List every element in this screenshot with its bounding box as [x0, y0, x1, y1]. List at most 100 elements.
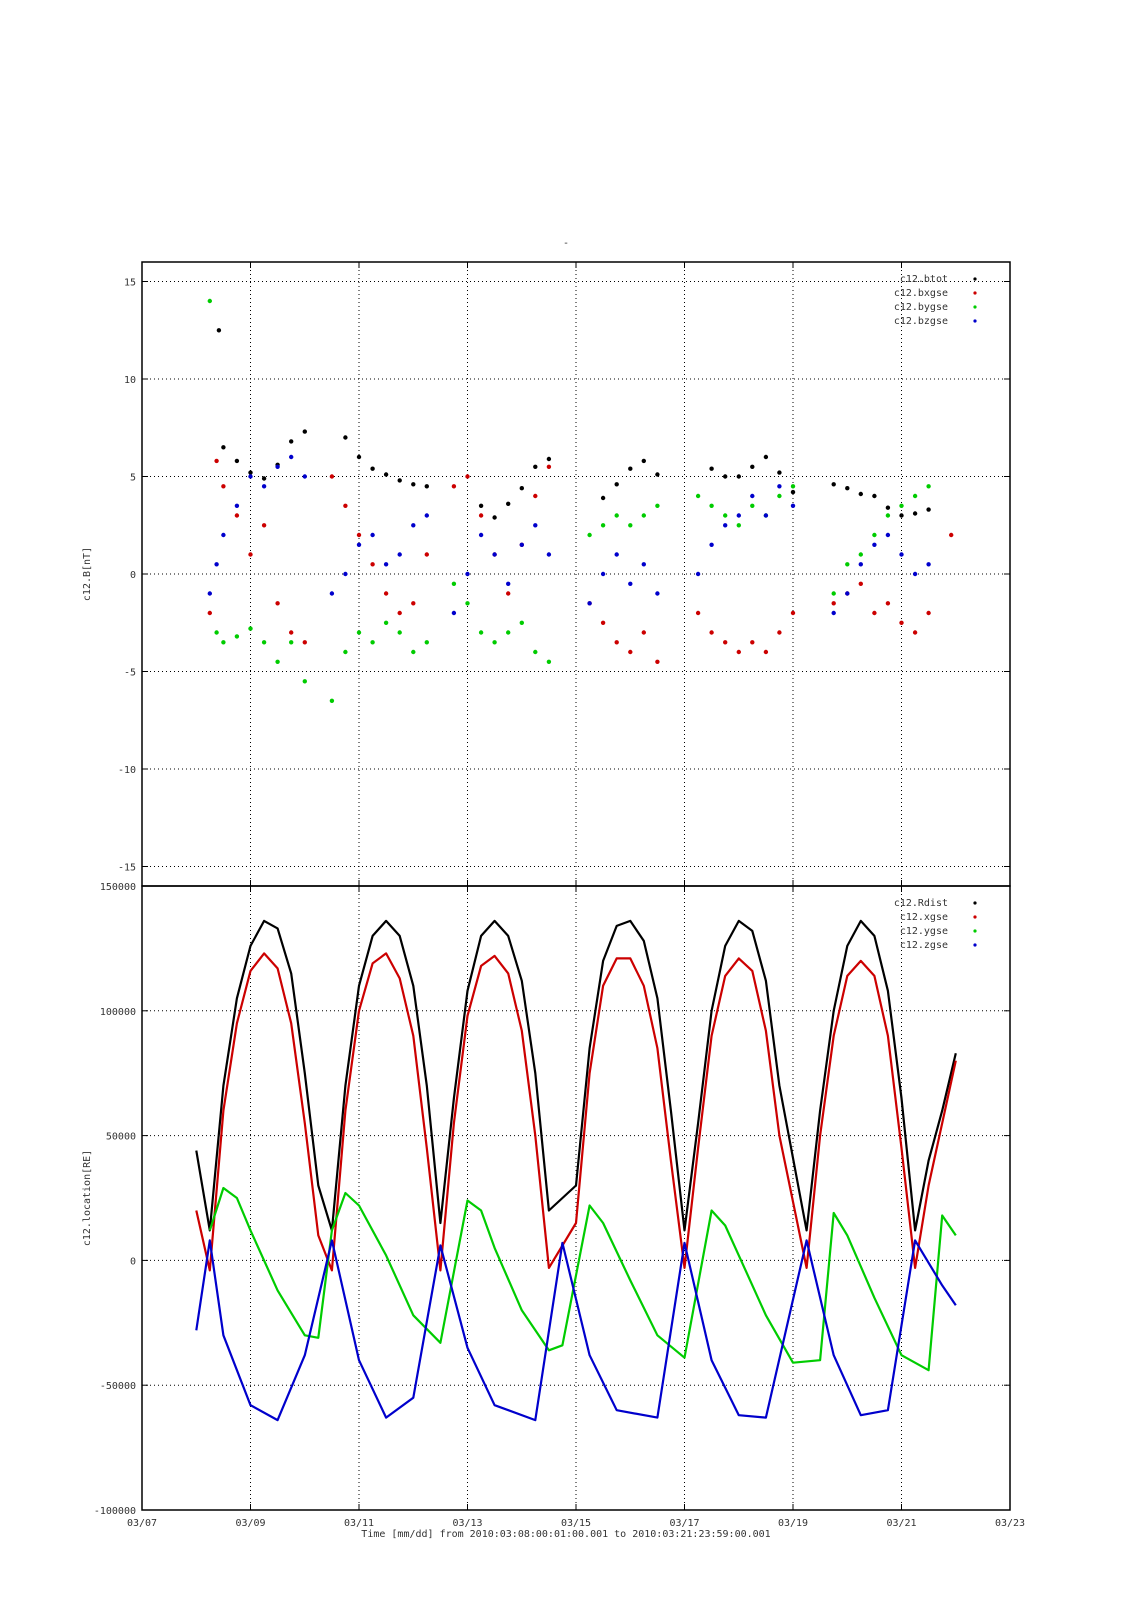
data-point-c12.bxgse — [329, 474, 335, 479]
data-point-c12.bygse — [655, 503, 660, 508]
data-point-c12.bzgse — [736, 513, 741, 518]
data-point-c12.bygse — [234, 634, 240, 639]
data-point-c12.bzgse — [329, 591, 335, 596]
data-point-c12.bygse — [289, 640, 294, 645]
data-point-c12.bygse — [926, 484, 931, 489]
series-c12.ygse — [208, 1186, 957, 1372]
legend-label: c12.btot — [900, 274, 948, 285]
data-point-c12.bygse — [628, 523, 633, 528]
y-tick-label: 100000 — [100, 1007, 136, 1018]
legend-marker-c12.Rdist — [973, 901, 977, 905]
series-c12.bzgse — [207, 454, 931, 616]
plot-area — [195, 919, 957, 1422]
data-point-c12.bxgse — [214, 458, 219, 464]
series-c12.btot — [216, 328, 931, 520]
data-point-c12.bzgse — [546, 552, 552, 557]
data-point-c12.bxgse — [736, 649, 741, 655]
x-tick-label: 03/11 — [344, 1518, 374, 1529]
data-point-c12.btot — [600, 495, 606, 501]
x-tick-label: 03/19 — [778, 1518, 808, 1529]
x-axis-label: Time [mm/dd] from 2010:03:08:00:01:00.00… — [361, 1529, 770, 1540]
data-point-c12.bygse — [777, 493, 782, 499]
data-point-c12.bygse — [411, 649, 416, 655]
legend-marker-c12.bxgse — [973, 291, 977, 295]
data-point-c12.bxgse — [424, 552, 429, 557]
y-tick-label: 0 — [130, 1256, 136, 1267]
data-point-c12.bxgse — [614, 640, 619, 645]
data-point-c12.btot — [289, 439, 294, 444]
data-point-c12.bzgse — [478, 532, 484, 538]
y-tick-label: 10 — [124, 375, 136, 386]
data-point-c12.bzgse — [872, 542, 877, 547]
data-point-c12.bygse — [845, 562, 850, 567]
data-point-c12.bxgse — [763, 649, 769, 655]
data-point-c12.bzgse — [845, 591, 850, 596]
y-tick-label: 50000 — [106, 1132, 136, 1143]
data-point-c12.bxgse — [302, 640, 307, 645]
data-point-c12.bxgse — [221, 484, 226, 489]
data-point-c12.btot — [723, 474, 728, 479]
series-c12.bxgse — [207, 458, 954, 664]
legend-label: c12.zgse — [900, 940, 948, 951]
data-point-c12.bygse — [343, 649, 348, 655]
legend-label: c12.bygse — [894, 302, 948, 313]
data-point-c12.bygse — [329, 698, 335, 703]
data-point-c12.btot — [926, 507, 931, 512]
data-point-c12.btot — [302, 429, 307, 434]
data-point-c12.bxgse — [831, 601, 836, 606]
data-point-c12.bzgse — [831, 610, 836, 616]
data-point-c12.bygse — [750, 503, 755, 508]
data-point-c12.bzgse — [750, 493, 755, 499]
data-point-c12.bygse — [723, 513, 728, 518]
data-point-c12.btot — [641, 458, 646, 464]
data-point-c12.bxgse — [465, 474, 470, 479]
data-point-c12.btot — [709, 466, 714, 471]
series-c12.Rdist — [195, 919, 957, 1232]
data-point-c12.bzgse — [641, 562, 646, 567]
data-point-c12.bxgse — [912, 630, 918, 635]
legend-label: c12.xgse — [900, 912, 948, 923]
data-point-c12.bxgse — [533, 493, 538, 499]
location-panel: -100000 -50000 0 50000 100000 150000 03/07 03/0… — [82, 882, 1025, 1529]
data-point-c12.bygse — [356, 630, 362, 635]
data-point-c12.bxgse — [723, 640, 728, 645]
x-tick-label: 03/07 — [127, 1518, 157, 1529]
data-point-c12.bxgse — [275, 601, 280, 606]
data-point-c12.btot — [750, 464, 755, 469]
data-point-c12.bygse — [221, 640, 226, 645]
y-tick-label: -5 — [124, 668, 136, 679]
data-point-c12.bxgse — [343, 503, 348, 508]
data-point-c12.btot — [492, 515, 497, 520]
data-point-c12.bxgse — [370, 562, 375, 567]
y-tick-label: 150000 — [100, 882, 136, 893]
data-point-c12.btot — [519, 486, 524, 491]
data-point-c12.bygse — [451, 581, 457, 586]
data-point-c12.bxgse — [397, 610, 402, 616]
series-c12.zgse — [195, 1239, 957, 1422]
data-point-c12.bxgse — [411, 601, 416, 606]
data-point-c12.bxgse — [858, 581, 863, 586]
data-point-c12.bzgse — [383, 562, 389, 567]
data-point-c12.bygse — [214, 630, 219, 635]
data-point-c12.btot — [533, 464, 538, 469]
series-line-c12.ygse — [208, 1186, 957, 1372]
x-tick-label: 03/23 — [995, 1518, 1025, 1529]
series-c12.bygse — [207, 298, 931, 703]
data-point-c12.bygse — [641, 513, 646, 518]
data-point-c12.bzgse — [506, 581, 511, 586]
data-point-c12.bxgse — [289, 630, 294, 635]
series-line-c12.zgse — [195, 1239, 957, 1422]
legend-marker-c12.xgse — [973, 915, 977, 919]
data-point-c12.bygse — [370, 640, 375, 645]
data-point-c12.bygse — [790, 484, 796, 489]
data-point-c12.btot — [356, 454, 362, 460]
x-tick-label: 03/21 — [886, 1518, 916, 1529]
data-point-c12.bygse — [492, 640, 497, 645]
top-title: - — [563, 238, 569, 249]
data-point-c12.bzgse — [302, 474, 307, 479]
legend-label: c12.bzgse — [894, 316, 948, 327]
data-point-c12.bzgse — [397, 552, 402, 557]
data-point-c12.bzgse — [519, 542, 524, 547]
data-point-c12.bxgse — [777, 630, 782, 635]
data-point-c12.btot — [899, 513, 904, 518]
